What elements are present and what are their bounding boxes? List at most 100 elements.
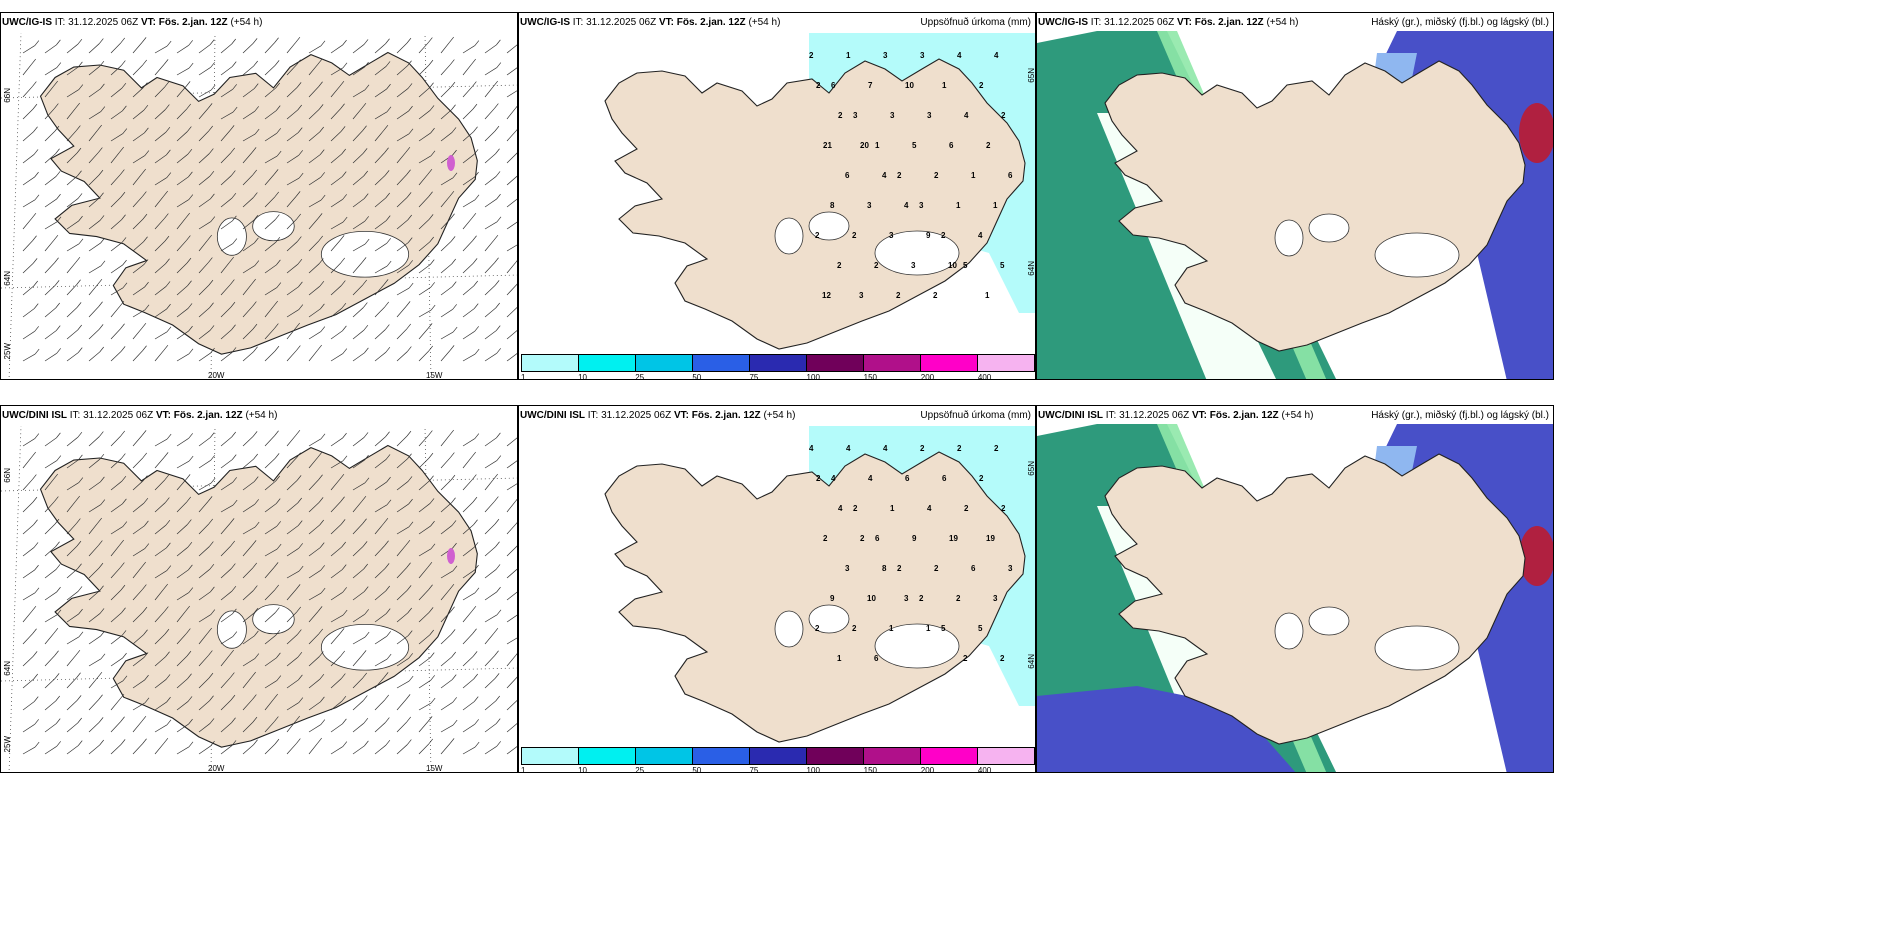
glacier	[216, 217, 247, 256]
precip-numbers: 4 4 4 2 2 24 4 6 6 222 1 4 2 246 9 19 192 22 2 6 33 82 2 39 10 35…	[809, 444, 1013, 663]
barb-staff	[374, 744, 387, 755]
barb-staff	[220, 243, 234, 252]
barb-staff	[330, 199, 343, 208]
colorbar-swatch	[636, 748, 693, 764]
barb-staff	[22, 285, 34, 296]
barb-staff	[352, 614, 365, 623]
barb-flag	[276, 128, 281, 134]
barb-staff	[418, 589, 429, 601]
wind-barb	[242, 214, 259, 230]
barb-flag	[317, 451, 323, 458]
wind-barb	[44, 348, 61, 362]
wind-barb	[396, 282, 414, 296]
barb-staff	[286, 177, 300, 186]
barb-staff	[66, 130, 77, 142]
barb-staff	[506, 175, 517, 186]
barb-flag	[449, 429, 454, 436]
barb-flag	[54, 518, 60, 525]
it-value: 31.12.2025 06Z	[586, 17, 657, 28]
barb-staff	[462, 199, 476, 208]
barb-staff	[198, 655, 209, 667]
barb-staff	[352, 130, 363, 142]
barb-staff	[44, 44, 57, 54]
wind-barb	[264, 607, 280, 623]
wind-barb	[154, 696, 171, 711]
barb-flag	[78, 84, 84, 90]
barb-staff	[198, 130, 210, 142]
precip-value: 4	[882, 171, 887, 180]
barb-staff	[44, 700, 56, 711]
wind-barb	[154, 126, 171, 142]
wind-barb	[286, 213, 302, 230]
barb-staff	[440, 350, 451, 362]
barb-staff	[88, 676, 99, 689]
barb-flag	[122, 259, 127, 266]
wind-barb	[484, 216, 502, 230]
wind-barb	[308, 587, 326, 601]
barb-flag	[296, 475, 302, 481]
barb-staff	[242, 265, 256, 274]
barb-flag	[320, 303, 325, 310]
wind-barb	[286, 738, 301, 755]
wind-barb	[418, 452, 434, 469]
barb-staff	[308, 45, 322, 54]
wind-barb	[176, 541, 193, 557]
wind-barb	[110, 521, 128, 535]
barb-staff	[220, 677, 231, 689]
wind-barb	[264, 738, 280, 755]
wind-barb	[352, 495, 367, 513]
barb-staff	[88, 283, 99, 296]
barb-flag	[122, 105, 127, 112]
barb-flag	[76, 695, 82, 701]
barb-staff	[22, 678, 34, 689]
barb-staff	[374, 722, 386, 733]
barb-staff	[286, 155, 299, 164]
wind-barb	[308, 104, 324, 120]
barb-flag	[163, 583, 168, 590]
wind-barb	[66, 672, 81, 689]
barb-flag	[429, 498, 435, 504]
barb-flag	[406, 37, 412, 44]
barb-flag	[275, 105, 281, 111]
wind-barb	[154, 40, 172, 54]
wind-barb	[418, 259, 435, 274]
barb-staff	[352, 284, 364, 296]
barb-staff	[22, 154, 35, 164]
barb-staff	[220, 261, 230, 274]
barb-staff	[462, 131, 474, 142]
barb-flag	[208, 672, 214, 679]
wind-barb	[110, 498, 127, 513]
barb-staff	[264, 42, 275, 54]
wind-barb	[330, 496, 345, 513]
barb-flag	[98, 562, 104, 569]
barb-flag	[427, 323, 433, 329]
cloud-title: Háský (gr.), miðský (fj.bl.) og lágský (…	[1371, 17, 1549, 28]
barb-staff	[418, 350, 430, 362]
barb-staff	[220, 482, 233, 491]
barb-staff	[484, 44, 497, 54]
barb-staff	[220, 66, 233, 76]
wind-barb	[506, 283, 517, 296]
wind-barb	[352, 672, 368, 689]
barb-flag	[231, 324, 236, 330]
wind-barb	[506, 568, 517, 579]
wind-barb	[396, 521, 414, 535]
barb-staff	[220, 306, 232, 318]
barb-flag	[450, 474, 456, 481]
wind-barb	[88, 694, 103, 711]
barb-flag	[451, 651, 456, 658]
precip-value: 3	[845, 564, 850, 573]
barb-flag	[32, 81, 37, 87]
wind-barb	[330, 741, 348, 755]
barb-flag	[78, 215, 83, 222]
barb-staff	[110, 526, 124, 535]
wind-barb	[484, 650, 499, 667]
barb-flag	[99, 453, 105, 460]
barb-flag	[407, 476, 413, 482]
barb-staff	[44, 153, 56, 164]
barb-staff	[264, 503, 277, 513]
barb-flag	[164, 606, 169, 612]
barb-flag	[210, 609, 216, 615]
vt-value: Fös. 2.jan. 12Z	[1194, 17, 1264, 28]
colorbar-label: 200	[920, 766, 935, 773]
